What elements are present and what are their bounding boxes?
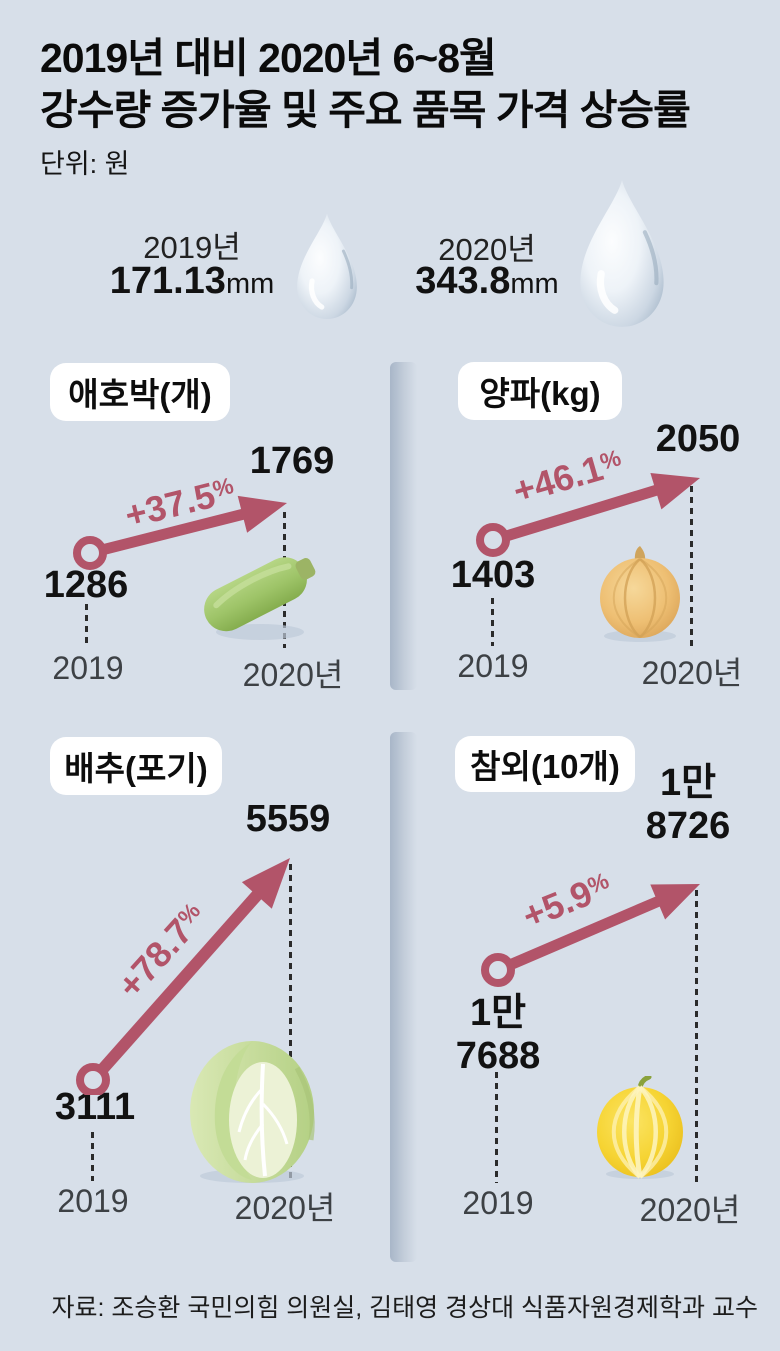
x-axis-label-2020: 2020년 [641, 655, 743, 691]
dash-connector [289, 864, 292, 1181]
zucchini-icon [204, 557, 316, 640]
quadrant-divider-bottom [390, 732, 417, 1262]
increase-arrow [73, 495, 287, 570]
water-drop-icon [297, 213, 357, 320]
source-credit: 자료: 조승환 국민의힘 의원실, 김태영 경상대 식품자원경제학과 교수 [51, 1294, 758, 1322]
increase-arrow [76, 858, 290, 1095]
page-title-line2: 강수량 증가율 및 주요 품목 가격 상승률 [40, 87, 691, 133]
dash-connector [495, 1072, 498, 1183]
x-axis-label-2019: 2019 [57, 1183, 129, 1219]
increase-arrow [476, 473, 700, 557]
x-axis-label-2019: 2019 [457, 648, 529, 684]
x-axis-label-2020: 2020년 [639, 1192, 741, 1228]
x-axis-label-2019: 2019 [462, 1185, 534, 1221]
end-value: 5559 [245, 798, 331, 840]
item-label-cabbage: 배추(포기) [50, 737, 222, 795]
dash-connector [695, 890, 698, 1183]
end-value: 2050 [655, 418, 741, 460]
rain-2020-year: 2020년 [438, 232, 536, 267]
quadrant-divider-top [390, 362, 417, 690]
dash-connector [85, 604, 88, 648]
dash-connector [91, 1132, 94, 1181]
x-axis-label-2020: 2020년 [234, 1190, 336, 1226]
increase-arrow [481, 884, 700, 987]
rain-2019-value: 171.13mm [109, 260, 275, 302]
rain-2019-year: 2019년 [143, 230, 241, 265]
unit-label: 단위: 원 [40, 149, 130, 179]
start-value: 1만 7688 [455, 992, 541, 1077]
end-value: 1만 8726 [645, 762, 731, 847]
cabbage-icon [190, 1041, 315, 1183]
start-value: 1403 [450, 554, 536, 596]
rain-2020-value: 343.8mm [415, 260, 559, 302]
start-value: 1286 [43, 564, 129, 606]
x-axis-label-2019: 2019 [52, 650, 124, 686]
item-label-melon: 참외(10개) [455, 736, 635, 792]
onion-icon [600, 546, 680, 642]
x-axis-label-2020: 2020년 [242, 657, 344, 693]
end-value: 1769 [249, 440, 335, 482]
item-label-zucchini: 애호박(개) [50, 363, 230, 421]
dash-connector [491, 598, 494, 646]
page-title-line1: 2019년 대비 2020년 6~8월 [40, 35, 497, 81]
item-label-onion: 양파(kg) [458, 362, 622, 420]
dash-connector [690, 486, 693, 646]
water-drop-icon [580, 180, 664, 327]
melon-icon [597, 1076, 683, 1179]
